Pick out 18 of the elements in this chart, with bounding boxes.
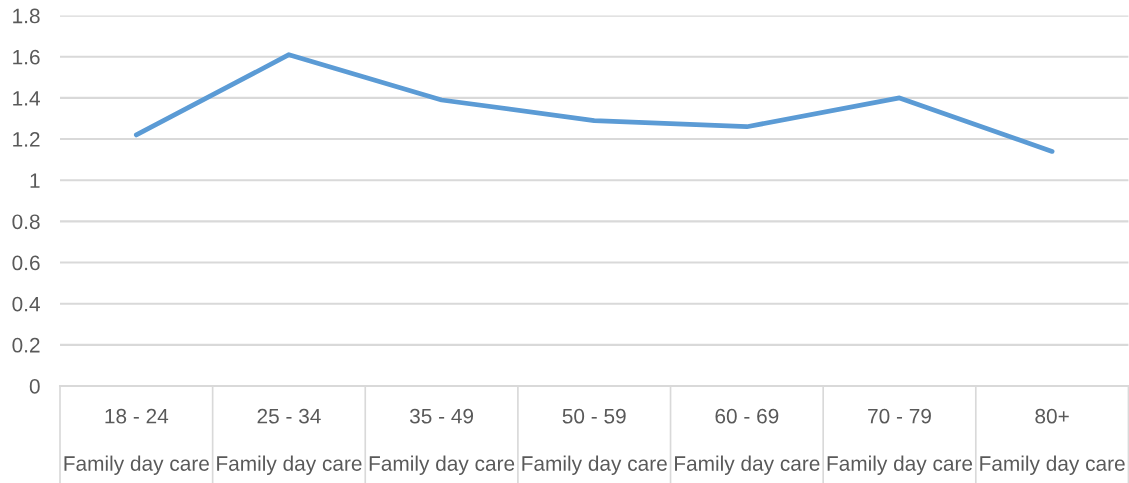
category-label: 35 - 49 Family day care: [369, 408, 515, 475]
category-label: 18 - 24 Family day care: [64, 408, 209, 475]
y-tick-label: 0: [29, 379, 40, 394]
category-label: 50 - 59 Family day care: [522, 408, 667, 475]
category-label: 25 - 34 Family day care: [217, 408, 362, 475]
line-series: [133, 52, 1055, 154]
y-tick-label: 0.8: [12, 214, 40, 230]
category-label: 60 - 69 Family day care: [675, 408, 820, 475]
category-label: 70 - 79 Family day care: [827, 408, 973, 475]
y-tick-label: 0.6: [12, 255, 40, 271]
y-tick-label: 1.6: [13, 49, 40, 65]
y-tick-label: 1.8: [13, 8, 40, 24]
y-tick-label: 0.4: [12, 296, 40, 312]
y-tick-label: 1: [30, 173, 40, 188]
y-tick-label: 1.2: [13, 132, 40, 147]
category-label: 80+ Family day care: [980, 408, 1125, 475]
y-tick-label: 0.2: [12, 337, 40, 353]
y-tick-label: 1.4: [13, 91, 40, 106]
